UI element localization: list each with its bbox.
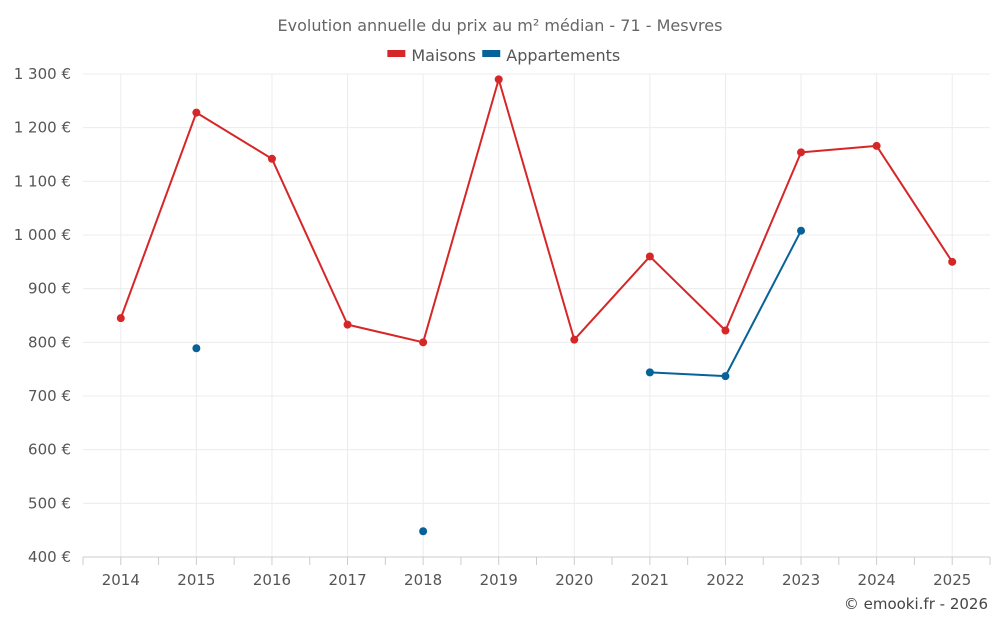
axes: 400 € 500 € 600 € 700 € 800 € 900 € 1 000 € 1 1…: [14, 65, 991, 589]
legend-swatch: [482, 50, 501, 57]
x-tick-label: 2018: [404, 571, 442, 589]
legend-label: Maisons: [411, 46, 476, 65]
grid: [83, 73, 990, 557]
x-tick-label: 2016: [253, 571, 291, 589]
series-appartements: [192, 226, 806, 536]
data-point[interactable]: [419, 338, 428, 347]
x-tick-label: 2015: [177, 571, 215, 589]
data-point[interactable]: [872, 141, 881, 150]
y-tick-label: 600 €: [28, 441, 71, 459]
data-point[interactable]: [192, 344, 201, 353]
x-tick-label: 2017: [328, 571, 366, 589]
y-tick-label: 700 €: [28, 387, 71, 405]
chart-title: Evolution annuelle du prix au m² médian …: [278, 16, 723, 35]
y-tick-label: 800 €: [28, 333, 71, 351]
series-line: [119, 78, 954, 344]
data-point[interactable]: [645, 368, 654, 377]
data-point[interactable]: [419, 527, 428, 536]
legend: Maisons Appartements: [387, 46, 620, 65]
data-point[interactable]: [948, 257, 957, 266]
y-tick-label: 400 €: [28, 548, 71, 566]
y-tick-label: 1 200 €: [14, 119, 71, 137]
x-tick-label: 2025: [933, 571, 971, 589]
x-tick-label: 2014: [102, 571, 140, 589]
data-point[interactable]: [570, 335, 579, 344]
data-point[interactable]: [192, 108, 201, 117]
series-maisons: [116, 75, 957, 347]
data-point[interactable]: [116, 314, 125, 323]
y-tick-label: 1 100 €: [14, 172, 71, 190]
data-point[interactable]: [797, 226, 806, 235]
series: [116, 75, 957, 536]
data-point[interactable]: [721, 326, 730, 335]
x-tick-label: 2020: [555, 571, 593, 589]
y-tick-label: 1 300 €: [14, 65, 71, 83]
y-tick-label: 1 000 €: [14, 226, 71, 244]
data-point[interactable]: [645, 252, 654, 261]
legend-swatch: [387, 50, 406, 57]
x-tick-label: 2024: [858, 571, 896, 589]
y-tick-label: 500 €: [28, 494, 71, 512]
y-tick-label: 900 €: [28, 280, 71, 298]
x-tick-label: 2021: [631, 571, 669, 589]
credit-text: © emooki.fr - 2026: [844, 595, 988, 613]
x-tick-label: 2019: [480, 571, 518, 589]
data-point[interactable]: [494, 75, 503, 84]
legend-label: Appartements: [506, 46, 620, 65]
data-point[interactable]: [267, 154, 276, 163]
data-point[interactable]: [797, 148, 806, 157]
data-point[interactable]: [721, 372, 730, 381]
data-point[interactable]: [343, 320, 352, 329]
x-tick-label: 2023: [782, 571, 820, 589]
x-tick-label: 2022: [706, 571, 744, 589]
legend-item-appartements[interactable]: Appartements: [482, 46, 620, 65]
legend-item-maisons[interactable]: Maisons: [387, 46, 476, 65]
